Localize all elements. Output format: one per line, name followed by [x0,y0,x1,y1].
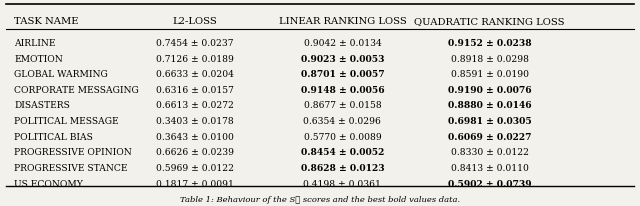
Text: 0.8677 ± 0.0158: 0.8677 ± 0.0158 [303,101,381,110]
Text: 0.5969 ± 0.0122: 0.5969 ± 0.0122 [156,163,234,172]
Text: DISASTERS: DISASTERS [14,101,70,110]
Text: 0.8330 ± 0.0122: 0.8330 ± 0.0122 [451,148,529,157]
Text: CORPORATE MESSAGING: CORPORATE MESSAGING [14,85,139,94]
Text: 0.6354 ± 0.0296: 0.6354 ± 0.0296 [303,117,381,125]
Text: 0.3403 ± 0.0178: 0.3403 ± 0.0178 [156,117,234,125]
Text: 0.5770 ± 0.0089: 0.5770 ± 0.0089 [303,132,381,141]
Text: 0.8918 ± 0.0298: 0.8918 ± 0.0298 [451,54,529,63]
Text: PROGRESSIVE STANCE: PROGRESSIVE STANCE [14,163,127,172]
Text: 0.9148 ± 0.0056: 0.9148 ± 0.0056 [301,85,384,94]
Text: 0.5902 ± 0.0739: 0.5902 ± 0.0739 [448,179,531,188]
Text: 0.6981 ± 0.0305: 0.6981 ± 0.0305 [448,117,531,125]
Text: EMOTION: EMOTION [14,54,63,63]
Text: 0.9042 ± 0.0134: 0.9042 ± 0.0134 [303,39,381,48]
Text: TASK NAME: TASK NAME [14,17,79,26]
Text: PROGRESSIVE OPINION: PROGRESSIVE OPINION [14,148,132,157]
Text: POLITICAL MESSAGE: POLITICAL MESSAGE [14,117,118,125]
Text: US ECONOMY: US ECONOMY [14,179,83,188]
Text: POLITICAL BIAS: POLITICAL BIAS [14,132,93,141]
Text: Table 1: Behaviour of the Sℓ scores and the best bold values data.: Table 1: Behaviour of the Sℓ scores and … [180,195,460,203]
Text: 0.6633 ± 0.0204: 0.6633 ± 0.0204 [156,70,234,79]
Text: 0.6626 ± 0.0239: 0.6626 ± 0.0239 [156,148,234,157]
Text: L2-LOSS: L2-LOSS [173,17,218,26]
Text: 0.9023 ± 0.0053: 0.9023 ± 0.0053 [301,54,384,63]
Text: 0.9190 ± 0.0076: 0.9190 ± 0.0076 [448,85,531,94]
Text: 0.3643 ± 0.0100: 0.3643 ± 0.0100 [156,132,234,141]
Text: 0.6613 ± 0.0272: 0.6613 ± 0.0272 [156,101,234,110]
Text: 0.7454 ± 0.0237: 0.7454 ± 0.0237 [156,39,234,48]
Text: 0.1817 ± 0.0091: 0.1817 ± 0.0091 [156,179,234,188]
Text: GLOBAL WARMING: GLOBAL WARMING [14,70,108,79]
Text: 0.6316 ± 0.0157: 0.6316 ± 0.0157 [156,85,234,94]
Text: QUADRATIC RANKING LOSS: QUADRATIC RANKING LOSS [414,17,565,26]
Text: 0.6069 ± 0.0227: 0.6069 ± 0.0227 [448,132,531,141]
Text: 0.8701 ± 0.0057: 0.8701 ± 0.0057 [301,70,384,79]
Text: 0.4198 ± 0.0361: 0.4198 ± 0.0361 [303,179,381,188]
Text: 0.8591 ± 0.0190: 0.8591 ± 0.0190 [451,70,529,79]
Text: 0.8880 ± 0.0146: 0.8880 ± 0.0146 [448,101,531,110]
Text: 0.8454 ± 0.0052: 0.8454 ± 0.0052 [301,148,384,157]
Text: LINEAR RANKING LOSS: LINEAR RANKING LOSS [278,17,406,26]
Text: 0.9152 ± 0.0238: 0.9152 ± 0.0238 [448,39,531,48]
Text: 0.8413 ± 0.0110: 0.8413 ± 0.0110 [451,163,529,172]
Text: AIRLINE: AIRLINE [14,39,56,48]
Text: 0.8628 ± 0.0123: 0.8628 ± 0.0123 [301,163,384,172]
Text: 0.7126 ± 0.0189: 0.7126 ± 0.0189 [156,54,234,63]
